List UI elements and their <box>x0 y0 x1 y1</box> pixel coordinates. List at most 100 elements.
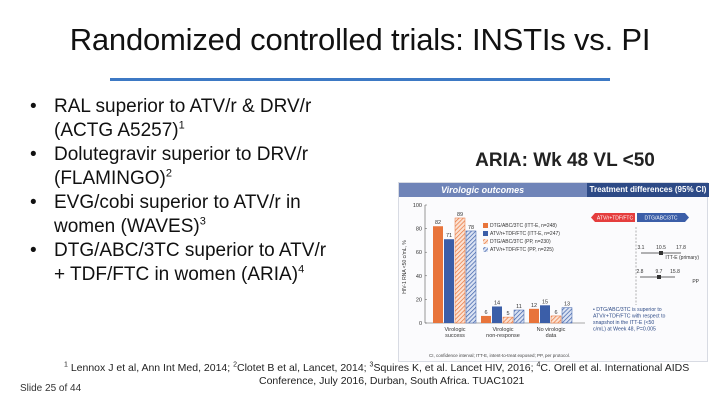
aria-chart-title: ARIA: Wk 48 VL <50 <box>475 150 655 171</box>
figure-header-left: Virologic outcomes <box>399 183 587 197</box>
bar-value-label: 6 <box>554 310 557 316</box>
footnote-text: Clotet B et al, Lancet, 2014; <box>237 362 370 374</box>
y-tick-label: 40 <box>416 274 422 280</box>
y-axis-label: HIV-1 RNA <50 c/mL, % <box>402 240 408 294</box>
bullet-line: RAL superior to ATV/r & DRV/r <box>54 96 312 117</box>
ci-high-label: 15.8 <box>670 269 680 275</box>
category-label: No virologic <box>537 327 566 333</box>
bullet-item: Dolutegravir superior to DRV/r (FLAMINGO)… <box>28 143 388 191</box>
footnote-sup: 4 <box>536 361 541 369</box>
bar-value-label: 6 <box>484 310 487 316</box>
category-label: Virologic <box>493 327 514 333</box>
diff-row-label: PP <box>692 279 699 285</box>
figure-header-right: Treatment differences (95% CI) <box>587 183 709 197</box>
note-line: • DTG/ABC/3TC is superior to <box>593 307 662 313</box>
legend-swatch <box>483 239 488 244</box>
legend-swatch <box>483 247 488 252</box>
estimate-label: 10.5 <box>656 245 666 251</box>
point-estimate <box>657 275 661 279</box>
aria-chart-svg: HIV-1 RNA <50 c/mL, % 0 20 40 60 80 100 82 71 89 7… <box>402 203 700 358</box>
y-tick-label: 0 <box>419 321 422 327</box>
bullet-line: Dolutegravir superior to DRV/r <box>54 144 309 165</box>
bar <box>433 226 443 323</box>
footnote-sup: 1 <box>64 361 68 369</box>
bar-value-label: 78 <box>468 225 474 231</box>
category-label: success <box>445 333 465 339</box>
ci-low-label: 3.1 <box>638 245 645 251</box>
arrow-right-tip <box>685 213 689 222</box>
arrow-left-box <box>595 213 635 222</box>
bar <box>561 307 573 324</box>
bar <box>444 239 454 323</box>
bullet-ref: 3 <box>199 215 206 228</box>
legend-swatch <box>483 223 488 228</box>
footnote-sup: 2 <box>233 361 238 369</box>
arrow-left-tip <box>591 213 595 222</box>
bullet-ref: 4 <box>298 263 305 276</box>
arrow-right-label: DTG/ABC/3TC <box>644 216 677 222</box>
footnote-sup: 3 <box>369 361 374 369</box>
ci-high-label: 17.8 <box>676 245 686 251</box>
legend-entry: DTG/ABC/3TC (PP, n=230) <box>490 239 551 245</box>
note-line: c/mL) at Week 48, P=0.005 <box>593 327 656 333</box>
bar-value-label: 89 <box>457 212 463 218</box>
bullet-list: RAL superior to ATV/r & DRV/r (ACTG A5257… <box>28 95 388 287</box>
bar <box>513 309 525 324</box>
y-tick-label: 100 <box>413 203 422 209</box>
ci-low-label: 2.8 <box>637 269 644 275</box>
y-tick-label: 80 <box>416 227 422 233</box>
arrow-left-label: ATV/r+TDF/FTC <box>597 216 634 222</box>
bullet-ref: 1 <box>178 119 185 132</box>
figure-footer: CI, confidence interval; ITT-E, intent-t… <box>429 353 570 358</box>
bar-value-label: 71 <box>446 233 452 239</box>
bar <box>454 217 466 324</box>
diff-row-label: ITT-E (primary) <box>665 255 699 261</box>
footnote-line2: Conference, July 2016, Durban, South Afr… <box>259 375 525 387</box>
bar <box>502 316 514 324</box>
bullet-line: (FLAMINGO) <box>54 168 166 189</box>
bar-value-label: 15 <box>542 299 548 305</box>
bullet-item: EVG/cobi superior to ATV/r in women (WAVE… <box>28 191 388 239</box>
bar <box>481 315 491 323</box>
y-tick-label: 20 <box>416 297 422 303</box>
bullet-line: (ACTG A5257) <box>54 120 179 141</box>
bar-value-label: 14 <box>494 300 500 306</box>
estimate-label: 9.7 <box>656 269 663 275</box>
note-line: snapshot in the ITT-E (<50 <box>593 320 654 326</box>
bar-value-label: 5 <box>506 311 509 317</box>
bullet-line: DTG/ABC/3TC superior to ATV/r <box>54 240 327 261</box>
bar-value-label: 13 <box>564 302 570 308</box>
category-label: data <box>546 333 558 339</box>
bar <box>540 305 550 323</box>
bullet-item: RAL superior to ATV/r & DRV/r (ACTG A5257… <box>28 95 388 143</box>
legend-entry: DTG/ABC/3TC (ITT-E, n=248) <box>490 223 557 229</box>
bar <box>550 315 562 324</box>
legend-entry: ATV/r+TDF/FTC (PP, n=225) <box>490 247 554 253</box>
bullet-line: EVG/cobi superior to ATV/r in <box>54 192 301 213</box>
note-line: ATV/r+TDF/FTC with respect to <box>593 314 666 320</box>
bullet-item: DTG/ABC/3TC superior to ATV/r + TDF/FTC i… <box>28 239 388 287</box>
bullet-ref: 2 <box>165 167 173 180</box>
point-estimate <box>659 251 663 255</box>
aria-figure: Virologic outcomes Treatment differences… <box>398 182 709 362</box>
bar-value-label: 82 <box>435 220 441 226</box>
footnote-text: C. Orell et al. International AIDS <box>540 362 690 374</box>
bullet-line: + TDF/FTC in women (ARIA) <box>54 264 299 285</box>
footnote-text: Squires K, et al. Lancet HIV, 2016; <box>373 362 537 374</box>
slide-number: Slide 25 of 44 <box>20 383 82 394</box>
arrow-right-box <box>637 213 685 222</box>
slide-title: Randomized controlled trials: INSTIs vs.… <box>69 22 651 57</box>
bar <box>492 306 502 323</box>
bullet-line: women (WAVES) <box>54 216 200 237</box>
bar-value-label: 11 <box>516 304 522 310</box>
category-label: non-response <box>486 333 520 339</box>
footnote-text: Lennox J et al, Ann Int Med, 2014; <box>67 362 234 374</box>
bar <box>465 230 477 324</box>
legend-swatch <box>483 231 488 236</box>
category-label: Virologic <box>445 327 466 333</box>
references-footnote: 1 Lennox J et al, Ann Int Med, 2014; 2Cl… <box>64 362 720 388</box>
y-tick-label: 60 <box>416 250 422 256</box>
bar <box>529 308 539 323</box>
legend-entry: ATV/r+TDF/FTC (ITT-E, n=247) <box>490 231 560 237</box>
bar-value-label: 12 <box>531 303 537 309</box>
